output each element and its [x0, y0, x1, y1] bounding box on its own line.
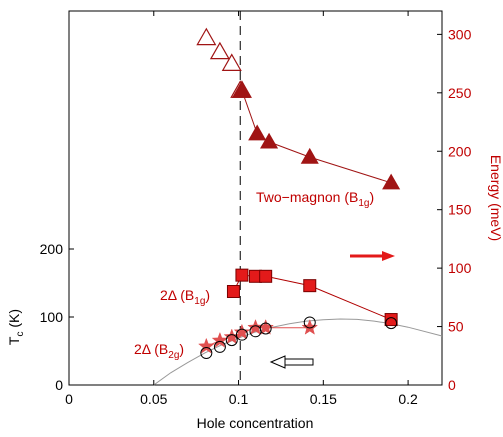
y-right-tick-label: 0: [448, 377, 456, 393]
tc-curve-layer: [153, 318, 443, 386]
point-two_magnon_filled: [260, 132, 279, 149]
point-delta_b2g: [257, 318, 274, 335]
point-delta_b2g: [233, 323, 251, 340]
point-delta_b1g: [303, 279, 317, 293]
annotation-delta-b2g-sub: 2g: [168, 350, 179, 361]
y-right-tick-label: 100: [448, 260, 472, 276]
annotation-delta-b1g-close: ): [205, 287, 210, 303]
point-delta_b2g: [211, 331, 229, 348]
right-axis-arrow: [350, 251, 395, 261]
annotation-delta-b2g-close: ): [179, 341, 184, 357]
y-axis-left-title-sub: c: [15, 332, 26, 337]
x-tick-label: 0.05: [140, 391, 167, 407]
point-tc: [303, 316, 316, 329]
x-tick-label: 0.1: [229, 391, 249, 407]
point-two_magnon_open: [221, 53, 242, 71]
x-tick-label: 0: [65, 391, 73, 407]
y-axis-left-title-unit: (K): [6, 309, 22, 332]
y-right-tick-label: 50: [448, 319, 464, 335]
point-two_magnon_filled: [248, 124, 267, 141]
y-axis-left-title-main: T: [6, 336, 22, 345]
annotation-delta-b1g-main: 2Δ (B: [160, 287, 194, 303]
point-two_magnon_open: [209, 41, 230, 60]
annotation-two-magnon-main: Two−magnon (B: [256, 189, 358, 205]
y-axis-right-title: Energy (meV): [488, 155, 503, 241]
annotation-two-magnon-sub: 1g: [358, 198, 369, 209]
left-axis-arrow: [269, 355, 314, 369]
point-delta_b2g: [301, 318, 319, 335]
tc-curve: [153, 318, 443, 386]
x-axis-title: Hole concentration: [197, 415, 314, 431]
point-two_magnon_filled: [300, 147, 319, 164]
point-tc: [235, 328, 248, 341]
annotation-delta-b1g-sub: 1g: [194, 296, 205, 307]
y-right-tick-label: 150: [448, 202, 472, 218]
point-delta_b2g: [223, 328, 241, 345]
series-lines-layer: [206, 90, 392, 347]
point-tc: [200, 347, 213, 360]
point-delta_b1g: [226, 285, 240, 298]
point-delta_b1g: [259, 269, 273, 283]
point-tc: [213, 340, 226, 353]
point-two_magnon_open: [196, 27, 217, 46]
annotation-delta-b2g: 2Δ (B2g): [134, 341, 184, 361]
point-delta_b1g: [384, 313, 398, 327]
annotation-two-magnon: Two−magnon (B1g): [256, 189, 374, 209]
y-right-tick-label: 250: [448, 85, 472, 101]
y-right-tick-label: 200: [448, 143, 472, 159]
point-two_magnon_filled: [382, 173, 401, 190]
plot-frame: [68, 10, 443, 386]
series-marks-layer: [196, 27, 401, 360]
y-left-tick-label: 0: [55, 377, 63, 393]
annotation-two-magnon-close: ): [369, 189, 374, 205]
point-tc: [225, 334, 238, 347]
ticks-layer: 0 0.05 0.1 0.15 0.2 0 100 200 0 50 100 150 200 250 300: [40, 11, 472, 407]
point-delta_b2g: [198, 337, 215, 354]
point-delta_b1g: [235, 268, 249, 282]
y-right-tick-label: 300: [448, 26, 472, 42]
point-two_magnon_filled: [232, 81, 251, 98]
y-left-tick-label: 200: [40, 241, 64, 257]
annotation-delta-b2g-main: 2Δ (B: [134, 341, 168, 357]
point-tc: [385, 317, 398, 330]
y-axis-left-title: Tc (K): [6, 309, 26, 345]
y-left-tick-label: 100: [40, 309, 64, 325]
annotation-delta-b1g: 2Δ (B1g): [160, 287, 210, 307]
series-line-two_magnon_filled: [241, 90, 392, 184]
x-tick-label: 0.15: [310, 391, 337, 407]
point-tc: [259, 322, 272, 335]
x-tick-label: 0.2: [398, 391, 418, 407]
